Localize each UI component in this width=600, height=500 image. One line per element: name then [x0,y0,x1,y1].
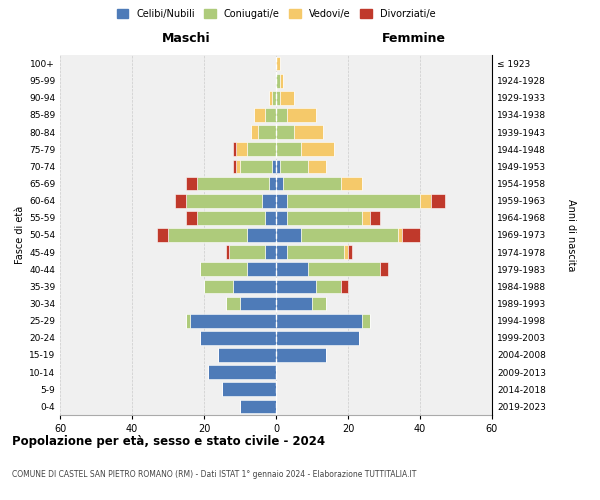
Bar [236,142,247,156]
Bar [226,246,229,259]
Bar [341,280,348,293]
Bar [280,91,294,104]
Text: Popolazione per età, sesso e stato civile - 2024: Popolazione per età, sesso e stato civil… [12,435,325,448]
Bar [402,228,420,242]
Bar [186,211,197,224]
Bar [258,126,276,139]
Bar [287,246,344,259]
Bar [200,262,247,276]
Bar [168,228,247,242]
Bar [265,211,276,224]
Text: Femmine: Femmine [382,32,446,45]
Bar [362,314,370,328]
Bar [348,246,352,259]
Bar [247,142,276,156]
Bar [186,314,190,328]
Bar [398,228,402,242]
Bar [276,91,280,104]
Bar [287,108,316,122]
Bar [341,176,362,190]
Bar [204,280,233,293]
Bar [380,262,388,276]
Y-axis label: Anni di nascita: Anni di nascita [566,199,575,271]
Bar [316,280,341,293]
Bar [269,91,272,104]
Bar [287,194,420,207]
Bar [265,108,276,122]
Bar [276,331,359,344]
Bar [272,160,276,173]
Text: COMUNE DI CASTEL SAN PIETRO ROMANO (RM) - Dati ISTAT 1° gennaio 2024 - Elaborazi: COMUNE DI CASTEL SAN PIETRO ROMANO (RM) … [12,470,416,479]
Bar [276,74,280,88]
Bar [265,246,276,259]
Bar [276,176,283,190]
Bar [280,74,283,88]
Bar [186,194,262,207]
Bar [276,246,287,259]
Bar [362,211,370,224]
Bar [254,108,265,122]
Bar [276,142,301,156]
Bar [229,246,265,259]
Bar [280,160,308,173]
Text: Maschi: Maschi [161,32,211,45]
Bar [276,262,308,276]
Bar [301,142,334,156]
Bar [431,194,445,207]
Bar [272,91,276,104]
Bar [240,400,276,413]
Bar [218,348,276,362]
Bar [344,246,348,259]
Bar [262,194,276,207]
Bar [269,176,276,190]
Bar [276,314,362,328]
Y-axis label: Fasce di età: Fasce di età [15,206,25,264]
Bar [301,228,398,242]
Bar [287,211,362,224]
Bar [370,211,380,224]
Bar [308,262,380,276]
Bar [197,211,265,224]
Bar [276,280,316,293]
Bar [276,108,287,122]
Bar [247,228,276,242]
Bar [186,176,197,190]
Bar [276,160,280,173]
Bar [276,228,301,242]
Bar [190,314,276,328]
Bar [222,382,276,396]
Bar [233,160,236,173]
Bar [276,126,294,139]
Bar [276,348,326,362]
Bar [420,194,431,207]
Bar [240,160,272,173]
Bar [233,280,276,293]
Bar [276,296,312,310]
Bar [200,331,276,344]
Bar [294,126,323,139]
Bar [175,194,186,207]
Bar [312,296,326,310]
Bar [233,142,236,156]
Bar [283,176,341,190]
Legend: Celibi/Nubili, Coniugati/e, Vedovi/e, Divorziati/e: Celibi/Nubili, Coniugati/e, Vedovi/e, Di… [113,5,439,22]
Bar [308,160,326,173]
Bar [276,194,287,207]
Bar [247,262,276,276]
Bar [251,126,258,139]
Bar [276,211,287,224]
Bar [276,56,280,70]
Bar [157,228,168,242]
Bar [240,296,276,310]
Bar [208,366,276,379]
Bar [197,176,269,190]
Bar [226,296,240,310]
Bar [236,160,240,173]
